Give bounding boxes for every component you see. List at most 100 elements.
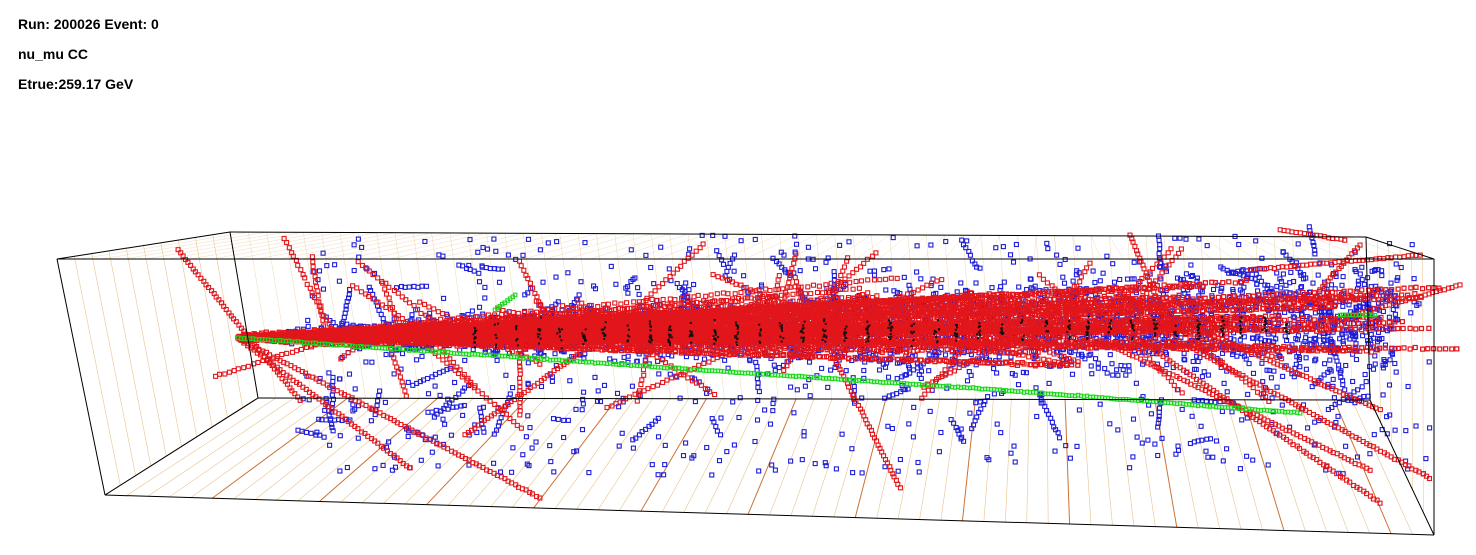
blue-hit bbox=[1210, 286, 1217, 293]
blue-hit bbox=[499, 266, 506, 272]
blue-hit bbox=[1229, 409, 1235, 415]
blue-hit bbox=[520, 452, 526, 458]
back-wall-grid-line bbox=[376, 232, 402, 399]
top-grid-line bbox=[145, 232, 304, 260]
blue-hit bbox=[551, 469, 557, 475]
run-event-label: Run: 200026 Event: 0 bbox=[18, 9, 159, 39]
top-grid-line bbox=[323, 232, 450, 260]
top-grid-line bbox=[1033, 235, 1037, 260]
top-grid-line bbox=[79, 231, 249, 260]
blue-hit bbox=[1361, 281, 1367, 287]
blue-hit bbox=[1104, 253, 1110, 259]
blue-hit bbox=[429, 449, 435, 455]
blue-hit bbox=[998, 430, 1004, 436]
blue-hit bbox=[1265, 282, 1271, 288]
blue-hit bbox=[391, 371, 397, 377]
blue-hit bbox=[1427, 425, 1433, 431]
blue-hit bbox=[440, 416, 446, 422]
blue-hit bbox=[1057, 261, 1063, 267]
blue-hit bbox=[316, 268, 323, 274]
blue-hit bbox=[649, 462, 655, 468]
blue-hit bbox=[1386, 382, 1393, 388]
top-grid-line bbox=[878, 234, 909, 260]
blue-hit bbox=[1015, 382, 1022, 388]
blue-hit bbox=[674, 280, 680, 287]
blue-hit bbox=[1056, 435, 1063, 441]
blue-hit bbox=[375, 398, 381, 404]
blue-hit bbox=[352, 386, 358, 392]
top-grid-line bbox=[501, 233, 597, 260]
blue-hit bbox=[305, 317, 311, 323]
event-info-panel: Run: 200026 Event: 0 nu_mu CC Etrue:259.… bbox=[18, 9, 159, 99]
blue-hit bbox=[819, 365, 825, 371]
blue-hit bbox=[476, 270, 482, 276]
blue-hit bbox=[1156, 405, 1163, 411]
floor-grid-line bbox=[490, 398, 582, 507]
blue-hit bbox=[1075, 245, 1081, 251]
blue-hit bbox=[1205, 372, 1211, 378]
floor-grid-line bbox=[319, 397, 438, 502]
back-wall-grid-line bbox=[358, 232, 384, 399]
blue-hit bbox=[889, 425, 895, 432]
blue-hit bbox=[432, 383, 438, 389]
top-grid-line bbox=[523, 233, 615, 260]
blue-hit bbox=[505, 252, 511, 258]
floor-grid-line bbox=[919, 399, 940, 520]
blue-hit bbox=[901, 274, 907, 280]
blue-hit bbox=[1250, 370, 1257, 376]
blue-hit bbox=[567, 378, 573, 384]
back-wall-grid-line bbox=[1145, 236, 1156, 400]
floor-grid-line bbox=[961, 399, 976, 521]
blue-hit bbox=[885, 374, 892, 380]
blue-hit bbox=[656, 371, 662, 377]
blue-hit bbox=[409, 312, 415, 318]
blue-hit bbox=[621, 354, 627, 360]
blue-hit bbox=[303, 429, 310, 435]
blue-hit bbox=[885, 423, 891, 429]
floor-grid-line bbox=[1118, 399, 1135, 527]
blue-hit bbox=[1224, 446, 1230, 452]
top-grid-line bbox=[390, 232, 505, 260]
blue-hit bbox=[625, 290, 631, 296]
top-grid-line bbox=[456, 233, 560, 260]
blue-hit bbox=[1335, 413, 1341, 419]
blue-hit bbox=[1303, 366, 1309, 372]
blue-hit bbox=[1359, 384, 1365, 390]
floor-grid-line bbox=[1046, 399, 1049, 524]
blue-hit bbox=[1295, 241, 1301, 247]
blue-hit bbox=[906, 282, 912, 288]
floor-grid-line bbox=[169, 397, 312, 498]
floor-grid-line bbox=[897, 399, 922, 519]
blue-hit bbox=[1413, 423, 1419, 429]
blue-hit bbox=[1409, 242, 1415, 248]
top-grid-line bbox=[168, 232, 322, 260]
blue-hit bbox=[1372, 361, 1378, 367]
blue-hit bbox=[1271, 368, 1277, 374]
top-grid-line bbox=[412, 233, 524, 260]
blue-hit bbox=[1339, 282, 1345, 288]
floor-grid-line bbox=[833, 399, 869, 518]
blue-hit bbox=[1181, 350, 1187, 356]
blue-hit bbox=[406, 284, 412, 290]
blue-hit bbox=[1110, 372, 1116, 378]
blue-hit bbox=[1095, 365, 1101, 371]
blue-hit bbox=[799, 457, 805, 463]
top-grid-line bbox=[1219, 236, 1257, 260]
blue-hit bbox=[985, 394, 991, 400]
blue-hit bbox=[482, 284, 488, 290]
blue-hit bbox=[769, 462, 775, 468]
blue-hit bbox=[1357, 271, 1363, 277]
blue-hit bbox=[1092, 279, 1098, 286]
blue-hit bbox=[1177, 235, 1183, 241]
blue-hit bbox=[326, 370, 332, 376]
floor-grid-line bbox=[769, 398, 815, 516]
blue-hit bbox=[767, 421, 774, 427]
side-wall-grid-line bbox=[143, 245, 182, 447]
blue-hit bbox=[1288, 269, 1294, 275]
floor-grid-line bbox=[983, 399, 994, 522]
blue-hit bbox=[648, 264, 654, 271]
blue-hit bbox=[582, 240, 588, 246]
blue-hit bbox=[1104, 370, 1110, 376]
